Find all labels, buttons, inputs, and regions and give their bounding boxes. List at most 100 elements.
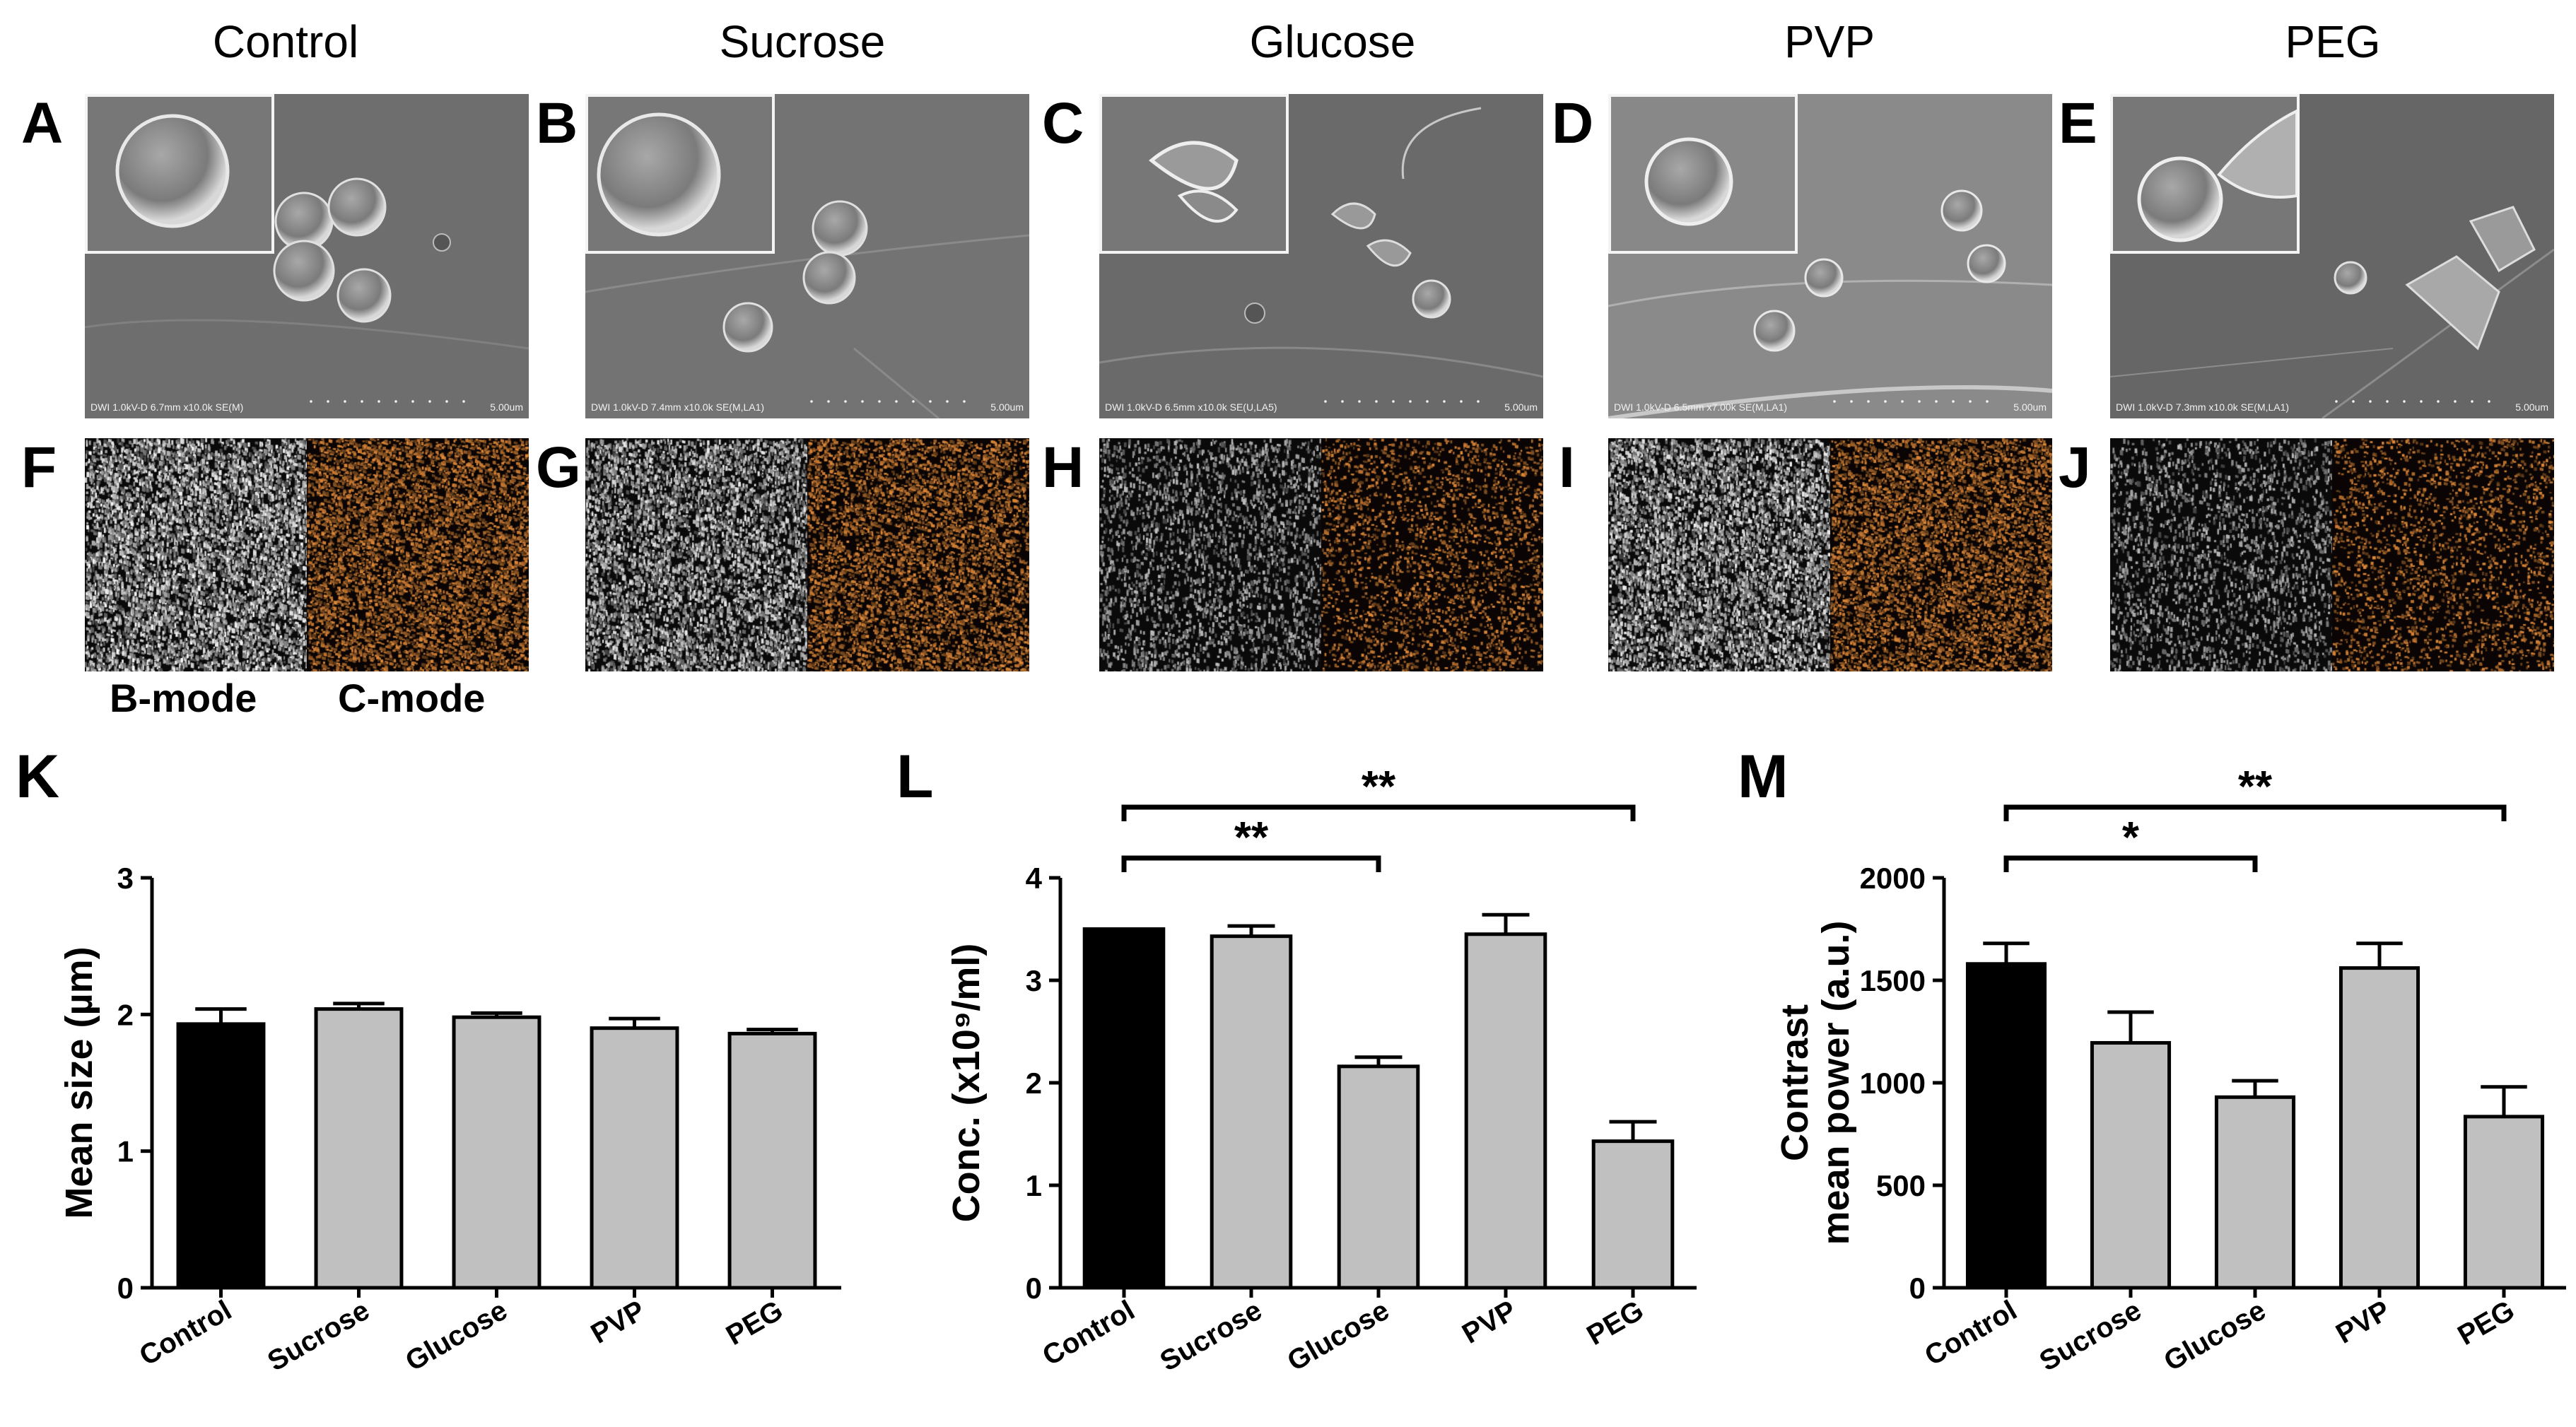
x-tick-label: Control: [1919, 1295, 2022, 1372]
y-axis-label: Conc. (x10⁹/ml): [945, 944, 988, 1223]
y-tick-label: 1500: [1860, 964, 1926, 997]
bar-sucrose: [2090, 1040, 2172, 1290]
x-tick-label: Sucrose: [262, 1295, 375, 1378]
b-mode-image: [2110, 438, 2332, 671]
bar-pvp: [590, 1026, 679, 1290]
chart-letter-l: L: [896, 743, 934, 811]
c-mode-label: C-mode: [338, 676, 486, 720]
y-tick-label: 0: [1909, 1272, 1926, 1305]
ultrasound-glucose: [1099, 438, 1543, 671]
c-mode-image: [2332, 438, 2554, 671]
x-tick-label: Sucrose: [1155, 1295, 1267, 1378]
bar-glucose: [2214, 1095, 2296, 1290]
bar-glucose: [452, 1015, 541, 1290]
scale-bar: [2328, 400, 2498, 403]
sem-metadata: DWI 1.0kV-D 7.4mm x10.0k SE(M,LA1): [591, 401, 765, 413]
bar-chart-concentration: 0 1 2 3 4 Conc. (x10⁹/ml) Control Sucrose Glucos…: [945, 770, 1697, 1378]
bar-control: [1965, 962, 2047, 1290]
y-tick-label: 1000: [1860, 1067, 1926, 1100]
ultrasound-control: [85, 438, 529, 671]
significance-bracket: [1121, 804, 1636, 821]
sem-inset: [1099, 94, 1289, 254]
y-axis-label: Contrast: [1774, 1004, 1816, 1161]
bar-control: [1082, 927, 1166, 1290]
b-mode-image: [1608, 438, 1830, 671]
panel-letter-f: F: [21, 435, 57, 500]
y-tick-label: 0: [117, 1272, 134, 1305]
x-tick-label: Glucose: [1282, 1295, 1395, 1378]
sem-inset: [2110, 94, 2300, 254]
ultrasound-peg: [2110, 438, 2554, 671]
panel-letter-e: E: [2059, 91, 2097, 155]
significance-bracket: [2003, 804, 2507, 821]
bar-pvp: [1464, 932, 1547, 1290]
x-tick-label: PVP: [586, 1295, 650, 1350]
y-tick-label: 3: [1026, 964, 1042, 997]
ultrasound-sucrose: [585, 438, 1029, 671]
sem-scale-label: 5.00um: [490, 401, 523, 413]
column-title-control: Control: [212, 16, 359, 67]
chart-letter-m: M: [1738, 743, 1788, 811]
y-tick-label: 3: [117, 862, 134, 895]
sem-scale-label: 5.00um: [2515, 401, 2548, 413]
y-tick-label: 0: [1026, 1272, 1042, 1305]
y-tick-label: 2: [117, 998, 134, 1031]
sem-image-sucrose: DWI 1.0kV-D 7.4mm x10.0k SE(M,LA1) 5.00u…: [585, 94, 1029, 418]
x-tick-label: PVP: [1457, 1295, 1521, 1350]
c-mode-image: [1321, 438, 1543, 671]
b-mode-label: B-mode: [110, 676, 257, 720]
sem-metadata: DWI 1.0kV-D 6.5mm x10.0k SE(U,LA5): [1105, 401, 1277, 413]
c-mode-image: [1830, 438, 2052, 671]
chart-letter-k: K: [16, 743, 60, 811]
bar-peg: [2463, 1115, 2545, 1290]
b-mode-image: [1099, 438, 1321, 671]
bar-sucrose: [314, 1007, 404, 1290]
significance-label: **: [1234, 814, 1269, 862]
x-tick-label: Control: [134, 1295, 237, 1372]
scale-bar: [1826, 400, 1996, 403]
sem-scale-label: 5.00um: [990, 401, 1024, 413]
ultrasound-pvp: [1608, 438, 2052, 671]
sem-scale-label: 5.00um: [1504, 401, 1538, 413]
panel-letter-c: C: [1042, 91, 1084, 155]
significance-label: **: [2238, 770, 2273, 811]
sem-metadata: DWI 1.0kV-D 6.5mm x7.00k SE(M,LA1): [1614, 401, 1788, 413]
y-axis-label: mean power (a.u.): [1815, 920, 1857, 1245]
column-title-peg: PEG: [2285, 16, 2381, 67]
sem-inset: [585, 94, 775, 254]
x-tick-label: PEG: [2452, 1295, 2519, 1351]
column-title-sucrose: Sucrose: [719, 16, 886, 67]
sem-inset: [85, 94, 274, 254]
b-mode-image: [85, 438, 307, 671]
bar-sucrose: [1210, 934, 1293, 1290]
bar-peg: [1591, 1139, 1675, 1290]
x-tick-label: Control: [1037, 1295, 1140, 1372]
column-title-pvp: PVP: [1784, 16, 1875, 67]
b-mode-image: [585, 438, 807, 671]
x-tick-label: Glucose: [400, 1295, 513, 1378]
bar-peg: [727, 1031, 817, 1290]
panel-letter-g: G: [536, 435, 581, 500]
sem-inset: [1608, 94, 1798, 254]
scale-bar: [1317, 400, 1487, 403]
significance-bracket: [1121, 855, 1381, 872]
panel-letter-a: A: [21, 91, 64, 155]
y-tick-label: 1: [1026, 1169, 1042, 1202]
panel-letter-b: B: [536, 91, 578, 155]
c-mode-image: [307, 438, 529, 671]
x-tick-label: Sucrose: [2035, 1295, 2147, 1378]
sem-scale-label: 5.00um: [2013, 401, 2047, 413]
y-tick-label: 500: [1876, 1169, 1926, 1202]
significance-label: **: [1362, 770, 1396, 811]
bar-pvp: [2338, 966, 2420, 1290]
y-tick-label: 1: [117, 1135, 134, 1168]
bar-control: [176, 1022, 266, 1290]
panel-letter-j: J: [2059, 435, 2091, 500]
sem-image-glucose: DWI 1.0kV-D 6.5mm x10.0k SE(U,LA5) 5.00u…: [1099, 94, 1543, 418]
sem-micrograph: [585, 94, 1029, 418]
scale-bar: [303, 400, 472, 403]
x-tick-label: PEG: [721, 1295, 788, 1351]
scale-bar: [803, 400, 973, 403]
bar-glucose: [1337, 1064, 1420, 1290]
